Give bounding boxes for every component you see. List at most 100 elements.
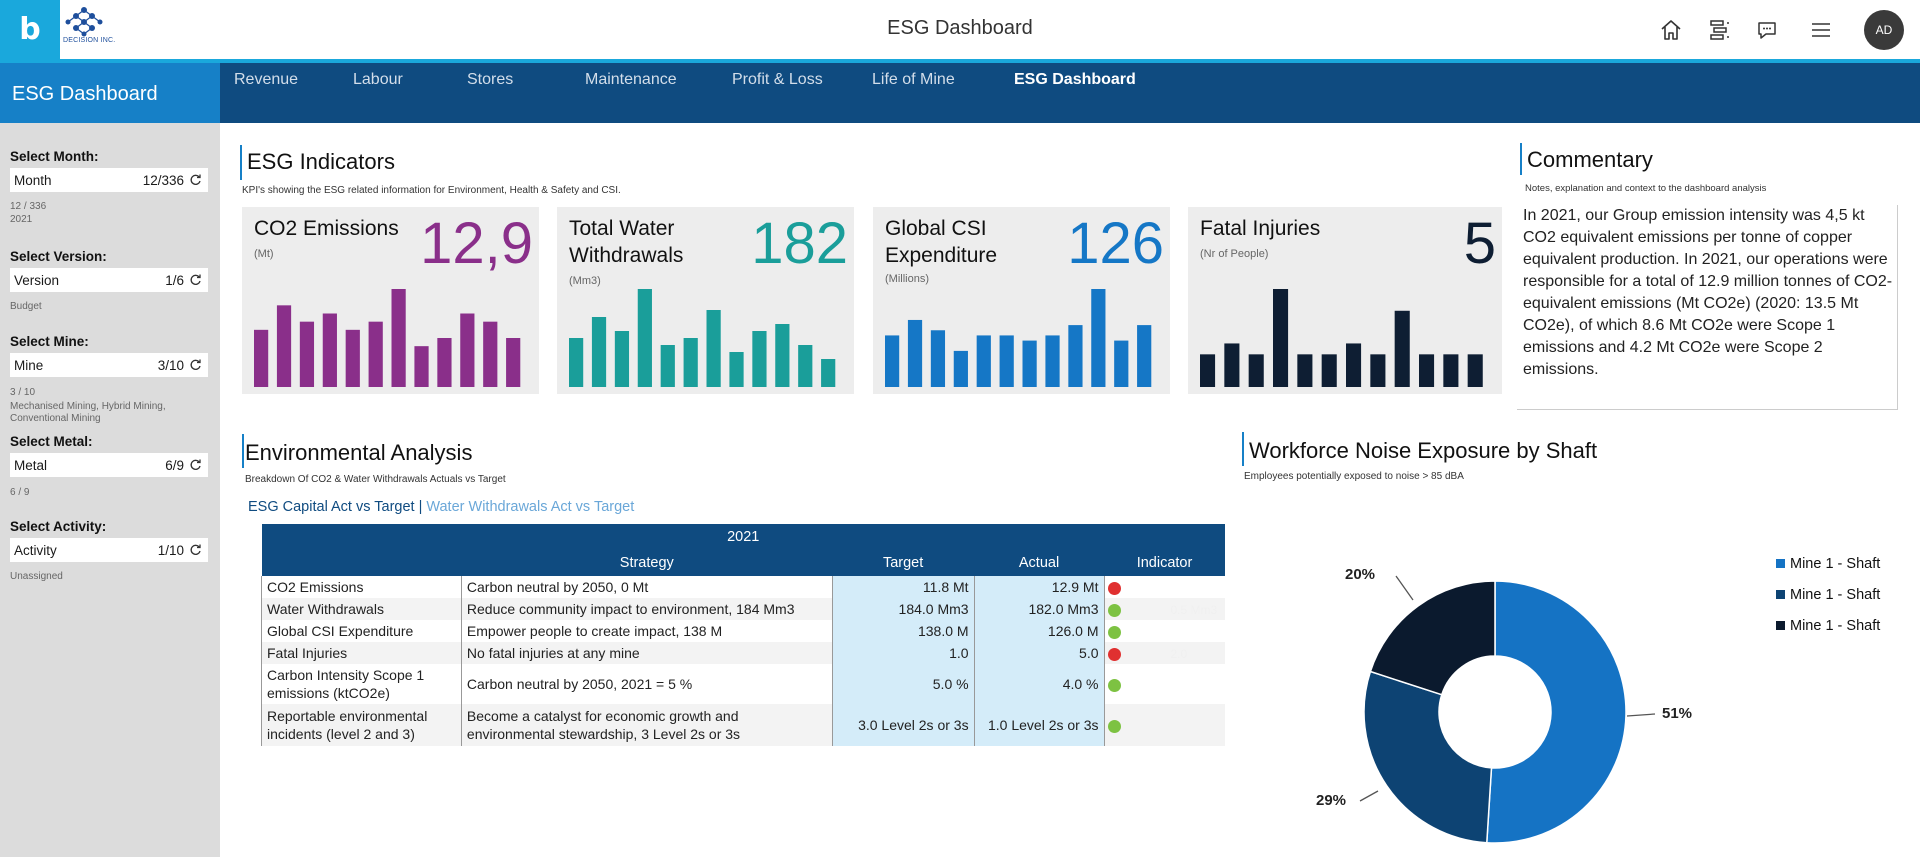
kpi-bar[interactable] — [798, 345, 813, 387]
row-indicator — [1103, 576, 1225, 598]
kpi-bar[interactable] — [437, 338, 452, 387]
kpi-bar[interactable] — [391, 289, 406, 387]
kpi-bar[interactable] — [1321, 354, 1337, 387]
kpi-bar[interactable] — [930, 330, 946, 387]
metal-selector[interactable]: Metal 6/9 — [10, 453, 208, 477]
kpi-bar[interactable] — [752, 331, 767, 387]
kpi-bar[interactable] — [1068, 325, 1083, 387]
kpi-bar[interactable] — [683, 338, 698, 387]
kpi-bar-chart — [569, 289, 836, 387]
kpi-bar[interactable] — [414, 346, 429, 387]
table-row[interactable]: Fatal Injuries No fatal injuries at any … — [261, 642, 1225, 664]
table-row[interactable]: CO2 Emissions Carbon neutral by 2050, 0 … — [261, 576, 1225, 598]
kpi-bar[interactable] — [1394, 310, 1410, 387]
table-row[interactable]: Global CSI Expenditure Empower people to… — [261, 620, 1225, 642]
version-name: Version — [14, 272, 60, 288]
kpi-bar[interactable] — [1224, 343, 1240, 387]
kpi-bar[interactable] — [460, 313, 475, 388]
tab-labour[interactable]: Labour — [353, 71, 403, 88]
donut-slice[interactable] — [1369, 580, 1496, 696]
kpi-bar[interactable] — [1091, 289, 1106, 387]
noise-donut-chart[interactable] — [1330, 560, 1660, 857]
kpi-bar[interactable] — [885, 335, 900, 387]
kpi-bar[interactable] — [1297, 354, 1313, 387]
kpi-bar[interactable] — [729, 352, 744, 387]
reset-icon[interactable] — [190, 459, 202, 471]
kpi-card-water[interactable]: Total Water Withdrawals (Mm3) 182 — [557, 207, 854, 394]
kpi-bar[interactable] — [1045, 335, 1060, 387]
legend-item[interactable]: Mine 1 - Shaft — [1776, 610, 1880, 641]
comment-icon[interactable] — [1754, 17, 1780, 43]
kpi-bar[interactable] — [322, 313, 337, 388]
tab-profit-loss[interactable]: Profit & Loss — [732, 71, 823, 88]
tab-revenue[interactable]: Revenue — [234, 71, 299, 88]
kpi-bar[interactable] — [1022, 340, 1037, 387]
kpi-bar[interactable] — [591, 317, 607, 387]
kpi-bar[interactable] — [614, 331, 630, 387]
kpi-bar[interactable] — [299, 321, 315, 387]
row-metric: Global CSI Expenditure — [261, 620, 462, 642]
kpi-bar[interactable] — [1114, 340, 1129, 387]
month-note-2: 2021 — [10, 214, 33, 225]
tab-stores[interactable]: Stores — [467, 71, 514, 88]
kpi-bar[interactable] — [506, 338, 521, 387]
kpi-bar[interactable] — [637, 289, 652, 387]
tab-esg-capital[interactable]: ESG Capital Act vs Target — [248, 499, 415, 515]
kpi-bar[interactable] — [345, 329, 360, 387]
kpi-bar[interactable] — [368, 321, 383, 387]
table-row[interactable]: Water Withdrawals Reduce community impac… — [261, 598, 1225, 620]
menu-icon[interactable] — [1808, 17, 1834, 43]
avatar[interactable]: AD — [1864, 10, 1904, 50]
kpi-bar[interactable] — [999, 335, 1014, 387]
kpi-bar[interactable] — [1137, 325, 1152, 387]
kpi-bar[interactable] — [254, 329, 269, 387]
donut-slice[interactable] — [1485, 580, 1627, 844]
kpi-bar[interactable] — [1443, 354, 1459, 387]
kpi-bar[interactable] — [976, 335, 991, 387]
kpi-bar[interactable] — [1419, 354, 1435, 387]
kpi-card-fatal[interactable]: Fatal Injuries (Nr of People) 5 — [1188, 207, 1502, 394]
kpi-bar[interactable] — [953, 350, 968, 387]
tab-life-of-mine[interactable]: Life of Mine — [872, 71, 955, 88]
kpi-card-co2[interactable]: CO2 Emissions (Mt) 12,9 — [242, 207, 539, 394]
kpi-bar[interactable] — [483, 321, 498, 387]
kpi-bar[interactable] — [660, 345, 675, 387]
legend-swatch — [1776, 621, 1785, 630]
pie-label-29: 29% — [1316, 792, 1347, 809]
kpi-bar[interactable] — [1467, 354, 1483, 387]
kpi-bar[interactable] — [1370, 354, 1386, 387]
reset-icon[interactable] — [190, 359, 202, 371]
kpi-bar[interactable] — [907, 319, 923, 387]
tab-esg-dashboard[interactable]: ESG Dashboard — [1014, 71, 1136, 88]
app-logo[interactable]: b — [0, 0, 60, 59]
table-row[interactable]: Reportable environmental incidents (leve… — [261, 704, 1225, 746]
month-selector[interactable]: Month 12/336 — [10, 168, 208, 192]
kpi-bar[interactable] — [1248, 354, 1264, 387]
indicators-subtitle: KPI's showing the ESG related informatio… — [242, 185, 621, 196]
kpi-bar[interactable] — [775, 324, 790, 387]
version-selector[interactable]: Version 1/6 — [10, 268, 208, 292]
reset-icon[interactable] — [190, 274, 202, 286]
legend-item[interactable]: Mine 1 - Shaft — [1776, 548, 1880, 579]
table-row[interactable]: Carbon Intensity Scope 1 emissions (ktCO… — [261, 664, 1225, 704]
kpi-value: 182 — [751, 211, 848, 276]
commentary-text: In 2021, our Group emission intensity wa… — [1517, 205, 1898, 410]
mine-selector[interactable]: Mine 3/10 — [10, 353, 208, 377]
tab-maintenance[interactable]: Maintenance — [585, 71, 677, 88]
kpi-bar[interactable] — [1273, 289, 1289, 387]
kpi-card-csi[interactable]: Global CSI Expenditure (Millions) 126 — [873, 207, 1170, 394]
home-icon[interactable] — [1658, 17, 1684, 43]
reset-icon[interactable] — [190, 544, 202, 556]
kpi-bar[interactable] — [706, 310, 721, 387]
kpi-bar[interactable] — [276, 305, 292, 387]
reset-icon[interactable] — [190, 174, 202, 186]
legend-item[interactable]: Mine 1 - Shaft — [1776, 579, 1880, 610]
kpi-bar[interactable] — [821, 359, 836, 387]
tab-water-withdrawals[interactable]: Water Withdrawals Act vs Target — [426, 499, 635, 515]
activity-selector[interactable]: Activity 1/10 — [10, 538, 208, 562]
kpi-bar[interactable] — [1200, 354, 1216, 387]
hierarchy-icon[interactable] — [1706, 17, 1732, 43]
kpi-bar[interactable] — [569, 338, 584, 387]
donut-slice[interactable] — [1363, 670, 1493, 844]
kpi-bar[interactable] — [1346, 343, 1362, 387]
